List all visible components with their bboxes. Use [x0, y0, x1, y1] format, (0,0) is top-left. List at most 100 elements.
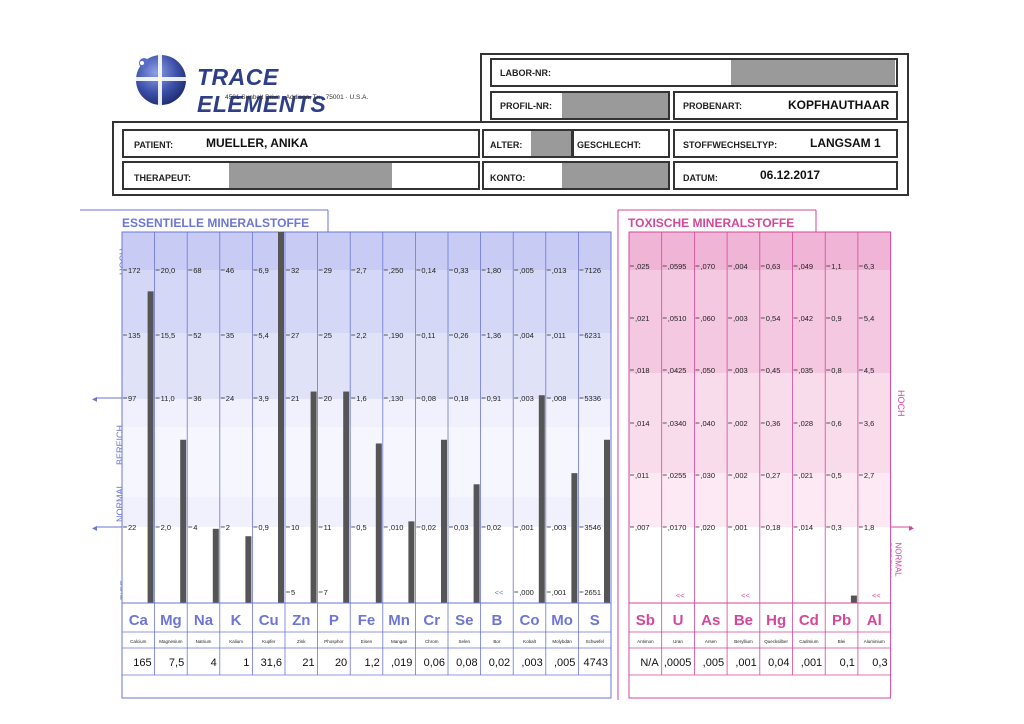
tick-label: ,001: [733, 523, 748, 532]
tick-label: 135: [128, 331, 141, 340]
tick-label: 27: [291, 331, 299, 340]
patient-field: [122, 129, 480, 158]
bar-p: [343, 391, 350, 603]
element-symbol: K: [231, 612, 242, 629]
tick-label: 20,0: [161, 266, 176, 275]
bar-zn: [310, 391, 317, 603]
element-result: ,001: [801, 657, 822, 669]
tick-label: 1,36: [487, 331, 502, 340]
element-symbol: Fe: [358, 612, 376, 629]
element-symbol: Sb: [636, 612, 655, 629]
tick-label: 32: [291, 266, 299, 275]
tick-label: 11: [324, 523, 332, 532]
tick-label: 0,5: [356, 523, 366, 532]
tick-label: ,004: [519, 331, 534, 340]
tick-label: ,050: [700, 366, 715, 375]
tick-label: 25: [324, 331, 332, 340]
tick-label: 15,5: [161, 331, 176, 340]
tick-label: 6,9: [258, 266, 268, 275]
bottom-label: <<: [676, 591, 685, 600]
tick-label: ,014: [799, 523, 814, 532]
tick-label: 0,11: [421, 331, 435, 340]
bar-cr: [441, 439, 447, 603]
probenart-label: PROBENART:: [683, 101, 743, 111]
tick-label: ,008: [552, 394, 567, 403]
element-name: Calcium: [130, 639, 147, 644]
alter-field: [482, 129, 572, 158]
bottom-label: ,001: [552, 588, 567, 597]
therapeut-redacted: [229, 163, 392, 188]
element-symbol: Pb: [832, 612, 851, 629]
element-symbol: As: [701, 612, 720, 629]
tick-label: 21: [291, 394, 299, 403]
bar-ca: [147, 291, 154, 603]
element-name: Blei: [838, 639, 846, 644]
tick-label: 2,7: [864, 471, 874, 480]
tick-label: 0,26: [454, 331, 469, 340]
essential-band: [122, 399, 611, 427]
range-arrow-left-icon: ◂: [92, 394, 97, 405]
element-name: Kobalt: [523, 639, 537, 644]
tick-label: 172: [128, 266, 141, 275]
labor-nr-field: [490, 58, 898, 87]
tick-label: 3,6: [864, 419, 874, 428]
stoffwechseltyp-value: LANGSAM 1: [810, 136, 881, 150]
element-result: ,005: [703, 657, 724, 669]
element-result: 1: [243, 657, 249, 669]
geschlecht-field: [572, 129, 670, 158]
bar-k: [245, 536, 252, 603]
tick-label: ,002: [733, 471, 748, 480]
tick-label: 0,45: [766, 366, 781, 375]
patient-label: PATIENT:: [134, 140, 174, 150]
tick-label: 3546: [584, 523, 601, 532]
tick-label: 0,5: [831, 471, 841, 480]
tick-label: ,021: [635, 314, 650, 323]
tick-label: ,250: [389, 266, 404, 275]
logo-name: TRACE ELEMENTS: [197, 64, 327, 117]
tick-label: 2,0: [161, 523, 171, 532]
element-result: ,0005: [664, 657, 692, 669]
tick-label: 52: [193, 331, 201, 340]
element-name: Beryllium: [734, 639, 753, 644]
tick-label: 0,18: [454, 394, 469, 403]
tick-label: 11,0: [161, 394, 175, 403]
tick-label: 20: [324, 394, 332, 403]
probenart-value: KOPFHAUTHAAR: [788, 98, 890, 112]
element-symbol: Mg: [160, 612, 182, 629]
element-result: 0,06: [424, 657, 445, 669]
tick-label: 1,80: [487, 266, 502, 275]
tick-label: ,001: [519, 523, 534, 532]
tick-label: 5,4: [258, 331, 268, 340]
probenart-field: [673, 91, 898, 120]
element-name: Arsen: [705, 639, 717, 644]
tick-label: 3,9: [258, 394, 268, 403]
therapeut-field: [122, 161, 480, 190]
bottom-label: <<: [872, 591, 881, 600]
geschlecht-label: GESCHLECHT:: [577, 140, 642, 150]
tick-label: ,190: [389, 331, 404, 340]
bottom-label: 2651: [584, 588, 601, 597]
element-symbol: Cr: [423, 612, 440, 629]
element-symbol: Na: [194, 612, 214, 629]
element-result: 31,6: [261, 657, 282, 669]
element-result: 0,08: [456, 657, 477, 669]
tick-label: ,011: [635, 471, 649, 480]
tick-label: 7126: [584, 266, 601, 275]
element-result: ,019: [391, 657, 412, 669]
bar-mo: [571, 473, 578, 603]
element-name: Kupfer: [262, 639, 276, 644]
datum-field: [673, 161, 898, 190]
tick-label: ,040: [700, 419, 715, 428]
element-symbol: P: [329, 612, 339, 629]
element-result: 0,04: [768, 657, 789, 669]
tick-label: 35: [226, 331, 234, 340]
tick-label: 0,03: [454, 523, 469, 532]
element-symbol: Cd: [799, 612, 819, 629]
tick-label: ,003: [733, 366, 748, 375]
tick-label: 0,18: [766, 523, 781, 532]
konto-redacted: [562, 163, 668, 188]
tick-label: 0,3: [831, 523, 841, 532]
tick-label: ,021: [799, 471, 814, 480]
tick-label: ,010: [389, 523, 404, 532]
range-arrow-right-icon: ▸: [909, 523, 914, 534]
